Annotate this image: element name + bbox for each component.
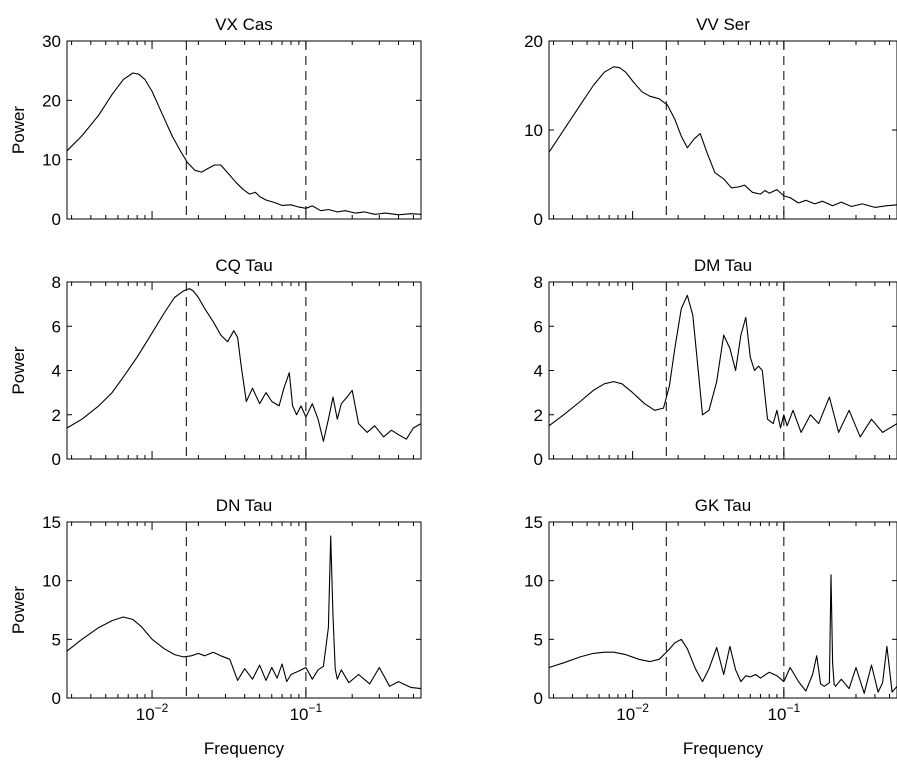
y-tick-label: 2 <box>534 406 543 425</box>
power-spectrum-line <box>548 66 897 208</box>
y-tick-label: 5 <box>52 630 61 649</box>
x-tick-label: 10−2 <box>136 701 169 724</box>
y-tick-label: 0 <box>534 450 543 469</box>
y-tick-label: 15 <box>524 513 543 532</box>
y-tick-label: 15 <box>42 513 61 532</box>
y-tick-label: 10 <box>524 572 543 591</box>
x-tick-label: 10−1 <box>290 701 323 724</box>
x-tick-label: 10−2 <box>616 701 649 724</box>
axes-frame <box>66 40 422 220</box>
axes-frame <box>66 281 422 460</box>
y-tick-label: 5 <box>534 630 543 649</box>
x-axis-label: Frequency <box>683 739 764 758</box>
y-tick-label: 10 <box>42 572 61 591</box>
y-tick-label: 8 <box>52 273 61 292</box>
axes-frame <box>548 40 897 220</box>
y-tick-label: 8 <box>534 273 543 292</box>
axes-frame <box>548 521 897 699</box>
subplot-cq-tau: CQ Tau 0 2 4 6 8 Power <box>9 256 422 469</box>
y-tick-label: 0 <box>52 210 61 229</box>
y-tick-label: 30 <box>42 32 61 51</box>
subplot-vv-ser: VV Ser 0 10 20 <box>524 15 897 229</box>
y-axis-label: Power <box>9 586 28 635</box>
y-tick-label: 10 <box>42 151 61 170</box>
y-tick-label: 10 <box>524 121 543 140</box>
subplot-dn-tau: DN Tau 0 5 10 15 10−2 10−1 Power Frequency <box>9 496 422 758</box>
power-spectrum-line <box>66 288 422 442</box>
power-spectrum-line <box>66 72 422 216</box>
power-spectrum-line <box>66 535 422 690</box>
y-axis-label: Power <box>9 106 28 155</box>
y-tick-label: 4 <box>52 362 61 381</box>
subplot-vx-cas: VX Cas 0 10 20 30 Power <box>9 15 422 229</box>
power-spectrum-line <box>548 574 897 694</box>
subplot-title: CQ Tau <box>215 256 272 275</box>
axes-frame <box>66 521 422 699</box>
subplot-title: DM Tau <box>694 256 752 275</box>
power-spectrum-line <box>548 294 897 438</box>
y-tick-label: 6 <box>534 317 543 336</box>
y-tick-label: 6 <box>52 317 61 336</box>
subplot-title: DN Tau <box>216 496 272 515</box>
y-tick-label: 0 <box>534 689 543 708</box>
y-tick-label: 0 <box>534 210 543 229</box>
subplot-title: VV Ser <box>696 15 750 34</box>
y-tick-label: 2 <box>52 406 61 425</box>
x-axis-label: Frequency <box>204 739 285 758</box>
y-tick-label: 20 <box>42 91 61 110</box>
y-axis-label: Power <box>9 346 28 395</box>
y-tick-label: 0 <box>52 450 61 469</box>
x-tick-label: 10−1 <box>768 701 801 724</box>
subplot-dm-tau: DM Tau 0 2 4 6 8 <box>534 256 897 469</box>
y-tick-label: 4 <box>534 362 543 381</box>
subplot-title: VX Cas <box>215 15 273 34</box>
subplot-title: GK Tau <box>695 496 751 515</box>
y-tick-label: 20 <box>524 32 543 51</box>
y-tick-label: 0 <box>52 689 61 708</box>
axes-frame <box>548 281 897 460</box>
